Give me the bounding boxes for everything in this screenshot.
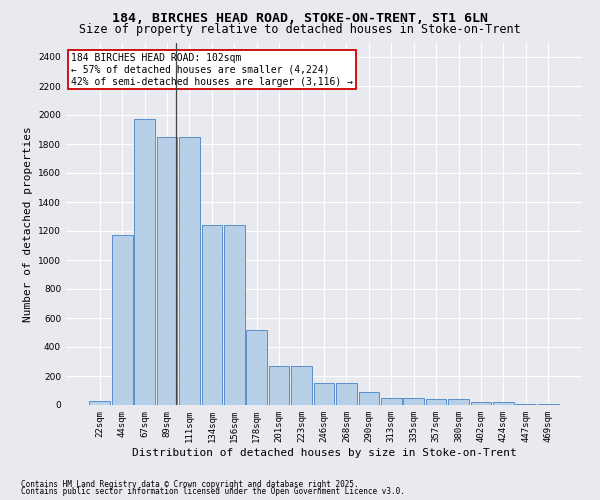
X-axis label: Distribution of detached houses by size in Stoke-on-Trent: Distribution of detached houses by size …	[131, 448, 517, 458]
Bar	[224, 225, 245, 405]
Bar	[134, 118, 155, 405]
Text: Contains public sector information licensed under the Open Government Licence v3: Contains public sector information licen…	[21, 488, 405, 496]
Bar	[403, 398, 424, 405]
Bar	[493, 402, 514, 405]
Bar	[448, 400, 469, 405]
Bar	[157, 136, 178, 405]
Bar	[179, 136, 200, 405]
Bar	[314, 382, 334, 405]
Text: Contains HM Land Registry data © Crown copyright and database right 2025.: Contains HM Land Registry data © Crown c…	[21, 480, 359, 489]
Bar	[112, 234, 133, 405]
Bar	[89, 402, 110, 405]
Bar	[247, 330, 267, 405]
Bar	[515, 404, 536, 405]
Bar	[336, 382, 357, 405]
Y-axis label: Number of detached properties: Number of detached properties	[23, 126, 32, 322]
Text: 184, BIRCHES HEAD ROAD, STOKE-ON-TRENT, ST1 6LN: 184, BIRCHES HEAD ROAD, STOKE-ON-TRENT, …	[112, 12, 488, 26]
Bar	[470, 402, 491, 405]
Bar	[426, 400, 446, 405]
Bar	[269, 366, 289, 405]
Bar	[381, 398, 401, 405]
Bar	[291, 366, 312, 405]
Text: Size of property relative to detached houses in Stoke-on-Trent: Size of property relative to detached ho…	[79, 24, 521, 36]
Bar	[538, 404, 559, 405]
Bar	[359, 392, 379, 405]
Bar	[202, 225, 222, 405]
Text: 184 BIRCHES HEAD ROAD: 102sqm
← 57% of detached houses are smaller (4,224)
42% o: 184 BIRCHES HEAD ROAD: 102sqm ← 57% of d…	[71, 54, 353, 86]
